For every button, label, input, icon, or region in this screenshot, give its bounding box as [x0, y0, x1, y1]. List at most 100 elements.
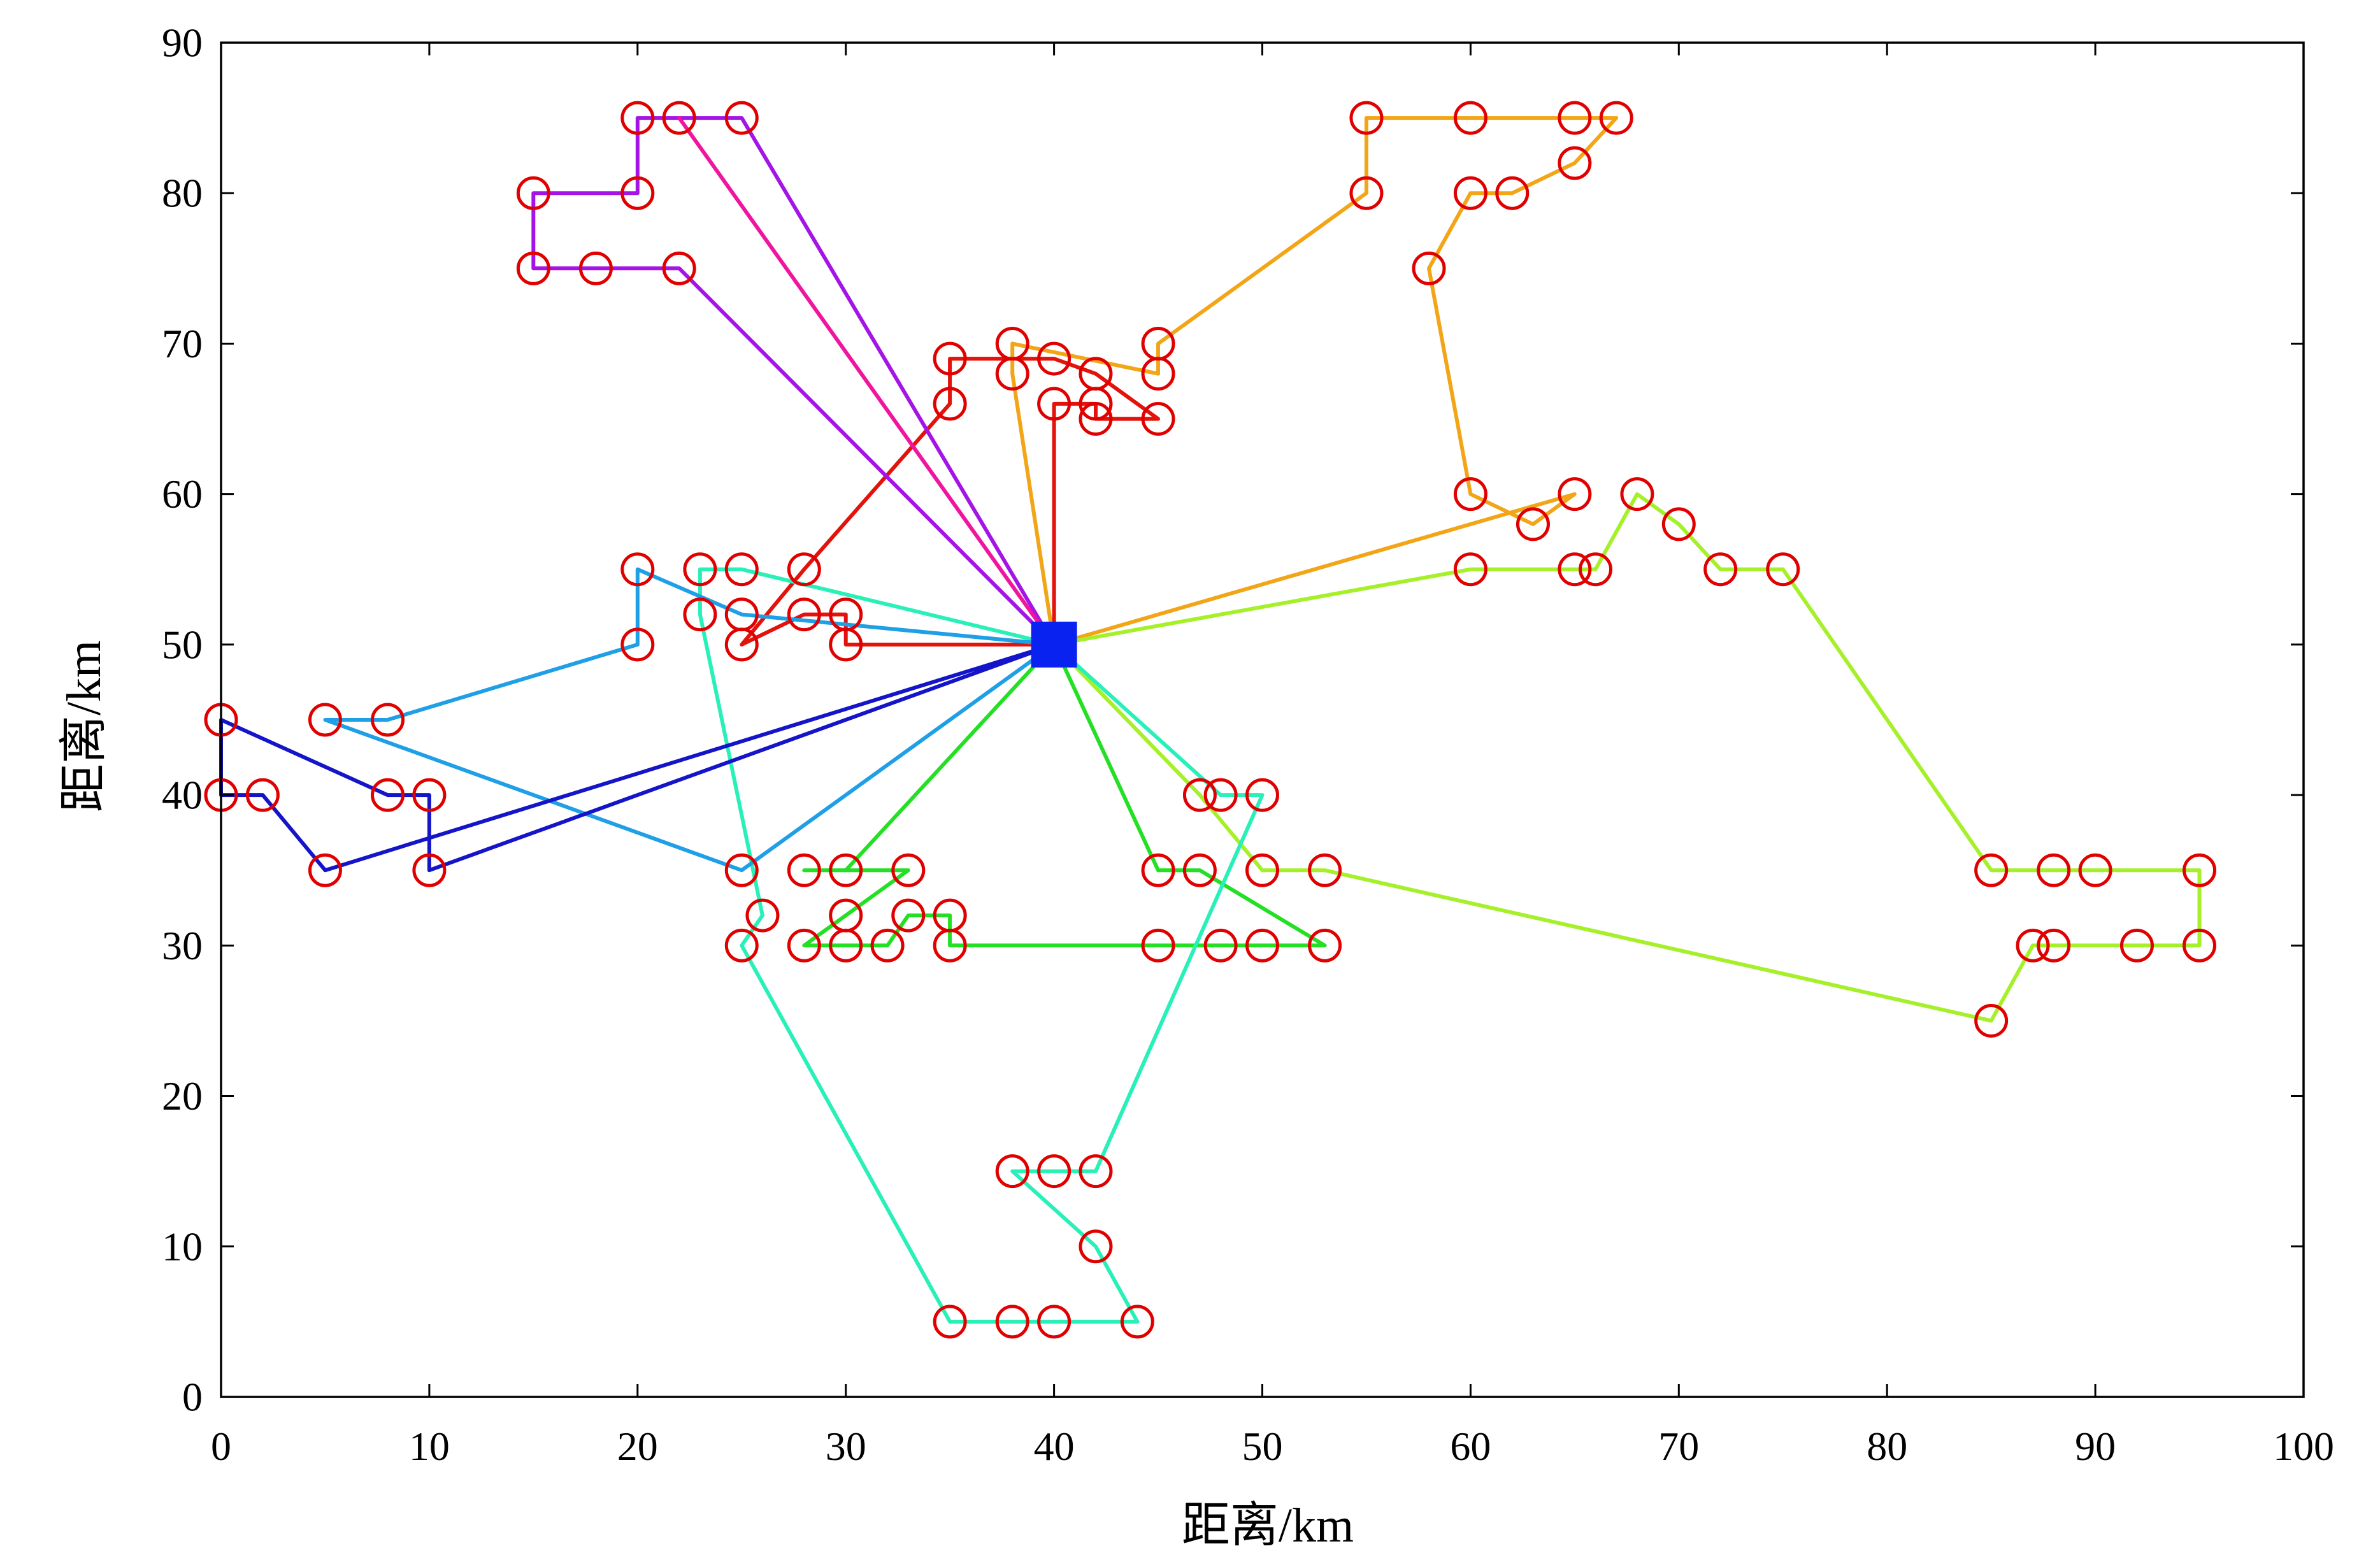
y-tick-label: 60 — [162, 471, 203, 517]
x-tick-label: 90 — [2075, 1424, 2116, 1469]
customer-marker — [245, 778, 280, 812]
y-tick-label: 30 — [162, 923, 203, 968]
x-tick-label: 10 — [409, 1424, 450, 1469]
customer-marker — [371, 778, 405, 812]
customer-marker — [1141, 402, 1175, 436]
customer-marker — [1079, 1154, 1113, 1189]
customer-marker — [1245, 853, 1279, 887]
customer-marker — [1453, 552, 1488, 587]
customer-marker — [1558, 146, 1592, 180]
customer-marker — [1558, 101, 1592, 135]
customer-marker — [1620, 477, 1654, 512]
customer-marker — [1245, 778, 1279, 812]
route-line — [323, 567, 1056, 873]
customer-marker — [724, 101, 759, 135]
y-tick-label: 0 — [182, 1375, 203, 1420]
customer-marker — [1079, 1229, 1113, 1264]
customer-marker — [1661, 507, 1696, 541]
customer-marker — [995, 1305, 1029, 1339]
customer-marker — [412, 853, 447, 887]
customer-marker — [412, 778, 447, 812]
customer-marker — [995, 326, 1029, 361]
customer-marker — [829, 597, 863, 632]
customer-marker — [724, 928, 759, 962]
customer-marker — [933, 341, 967, 376]
x-tick-label: 80 — [1867, 1424, 1907, 1469]
x-tick-label: 60 — [1450, 1424, 1491, 1469]
customer-marker — [1037, 1305, 1072, 1339]
y-tick-label: 90 — [162, 20, 203, 66]
customer-marker — [1308, 853, 1342, 887]
customer-marker — [2183, 853, 2217, 887]
y-tick-label: 10 — [162, 1224, 203, 1269]
customer-marker — [1558, 477, 1592, 512]
customer-marker — [1141, 928, 1175, 962]
customer-marker — [724, 552, 759, 587]
customer-marker — [1495, 176, 1530, 210]
x-tick-label: 20 — [617, 1424, 658, 1469]
route-line — [677, 116, 1056, 647]
customer-marker — [2119, 928, 2154, 962]
y-axis-label: 距离/km — [57, 640, 111, 812]
customer-marker — [1079, 402, 1113, 436]
customer-marker — [891, 898, 926, 933]
customer-marker — [1516, 507, 1550, 541]
customer-marker — [1453, 101, 1488, 135]
customer-marker — [745, 898, 780, 933]
customer-marker — [787, 853, 821, 887]
customer-marker — [2078, 853, 2112, 887]
customer-marker — [1079, 387, 1113, 421]
customer-marker — [1599, 101, 1633, 135]
customer-marker — [1974, 1003, 2009, 1038]
y-axis-tick-labels: 0 10 20 30 40 50 60 70 80 90 — [162, 20, 203, 1420]
y-tick-label: 20 — [162, 1073, 203, 1119]
y-tick-label: 80 — [162, 171, 203, 216]
customer-marker — [2183, 928, 2217, 962]
customer-marker — [662, 251, 696, 285]
x-axis-tick-labels: 0 10 20 30 40 50 60 70 80 90 100 — [211, 1424, 2334, 1469]
customer-marker — [933, 1305, 967, 1339]
route-line — [531, 116, 1056, 647]
customer-marker — [620, 552, 655, 587]
customer-marker — [2037, 928, 2071, 962]
customer-marker — [1579, 552, 1613, 587]
customer-marker — [870, 928, 905, 962]
customer-marker — [787, 597, 821, 632]
customer-marker — [308, 853, 342, 887]
customer-marker — [578, 251, 613, 285]
customer-marker — [1703, 552, 1738, 587]
customer-marker — [933, 898, 967, 933]
x-tick-label: 100 — [2273, 1424, 2334, 1469]
customer-marker — [1245, 928, 1279, 962]
y-tick-label: 70 — [162, 321, 203, 366]
customer-marker — [516, 176, 550, 210]
customer-marker — [1349, 101, 1384, 135]
customer-marker — [787, 552, 821, 587]
customer-marker — [683, 552, 717, 587]
route-line — [1052, 492, 2202, 1023]
depot-layer — [1031, 621, 1077, 668]
customer-marker — [995, 1154, 1029, 1189]
customer-marker — [933, 387, 967, 421]
customer-marker — [620, 101, 655, 135]
customer-marker — [1141, 326, 1175, 361]
customer-marker — [683, 597, 717, 632]
customer-marker — [620, 627, 655, 662]
customer-marker — [724, 597, 759, 632]
y-tick-label: 50 — [162, 622, 203, 667]
customer-marker — [662, 101, 696, 135]
route-line — [1010, 116, 1619, 647]
customer-marker — [1037, 1154, 1072, 1189]
customer-marker — [2037, 853, 2071, 887]
x-tick-label: 40 — [1034, 1424, 1075, 1469]
x-tick-label: 50 — [1242, 1424, 1283, 1469]
x-axis-label: 距离/km — [1182, 1499, 1354, 1552]
x-tick-label: 70 — [1658, 1424, 1699, 1469]
customer-marker — [1037, 387, 1072, 421]
y-tick-label: 40 — [162, 773, 203, 818]
customer-marker — [1453, 176, 1488, 210]
customer-marker — [620, 176, 655, 210]
customer-marker — [308, 703, 342, 737]
customer-marker — [1182, 853, 1217, 887]
